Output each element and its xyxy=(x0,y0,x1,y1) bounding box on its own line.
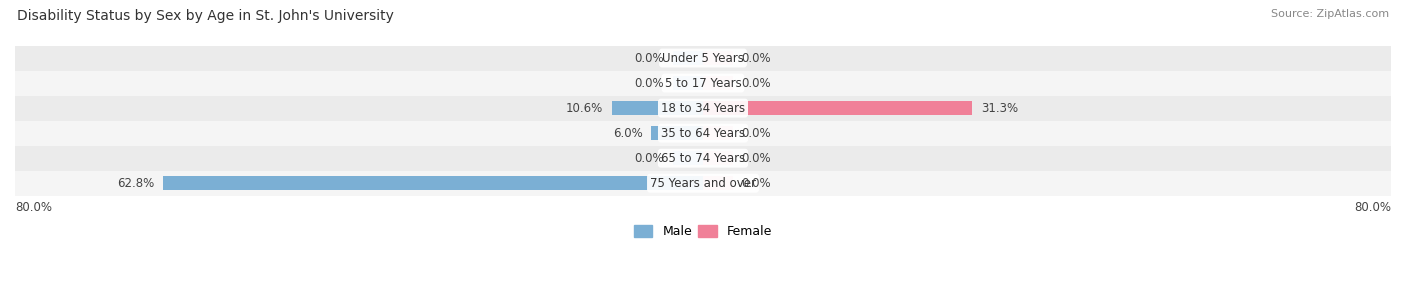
Text: 5 to 17 Years: 5 to 17 Years xyxy=(665,77,741,90)
Bar xyxy=(15,95,1391,120)
Bar xyxy=(15,45,1391,70)
Text: 75 Years and over: 75 Years and over xyxy=(650,177,756,190)
Text: 18 to 34 Years: 18 to 34 Years xyxy=(661,102,745,115)
Text: 65 to 74 Years: 65 to 74 Years xyxy=(661,152,745,165)
Text: 0.0%: 0.0% xyxy=(742,152,772,165)
Bar xyxy=(651,126,703,140)
Text: 0.0%: 0.0% xyxy=(742,127,772,140)
Bar xyxy=(703,151,733,165)
Text: Under 5 Years: Under 5 Years xyxy=(662,52,744,65)
Text: 80.0%: 80.0% xyxy=(15,201,52,214)
Text: 0.0%: 0.0% xyxy=(634,152,664,165)
Legend: Male, Female: Male, Female xyxy=(630,222,776,242)
Bar xyxy=(163,176,703,190)
Bar xyxy=(703,126,733,140)
Bar xyxy=(673,76,703,90)
Text: 0.0%: 0.0% xyxy=(742,77,772,90)
Bar xyxy=(673,151,703,165)
Text: 0.0%: 0.0% xyxy=(742,177,772,190)
Bar xyxy=(703,101,972,115)
Text: 6.0%: 6.0% xyxy=(613,127,643,140)
Bar xyxy=(15,120,1391,146)
Text: Disability Status by Sex by Age in St. John's University: Disability Status by Sex by Age in St. J… xyxy=(17,9,394,23)
Text: 0.0%: 0.0% xyxy=(742,52,772,65)
Bar xyxy=(15,70,1391,95)
Bar xyxy=(703,76,733,90)
Bar xyxy=(703,176,733,190)
Text: 0.0%: 0.0% xyxy=(634,77,664,90)
Text: 31.3%: 31.3% xyxy=(981,102,1018,115)
Text: 35 to 64 Years: 35 to 64 Years xyxy=(661,127,745,140)
Text: 0.0%: 0.0% xyxy=(634,52,664,65)
Text: 80.0%: 80.0% xyxy=(1354,201,1391,214)
Bar xyxy=(673,51,703,65)
Bar xyxy=(612,101,703,115)
Bar xyxy=(15,171,1391,196)
Text: 62.8%: 62.8% xyxy=(117,177,155,190)
Text: 10.6%: 10.6% xyxy=(567,102,603,115)
Bar xyxy=(15,146,1391,171)
Bar xyxy=(703,51,733,65)
Text: Source: ZipAtlas.com: Source: ZipAtlas.com xyxy=(1271,9,1389,19)
